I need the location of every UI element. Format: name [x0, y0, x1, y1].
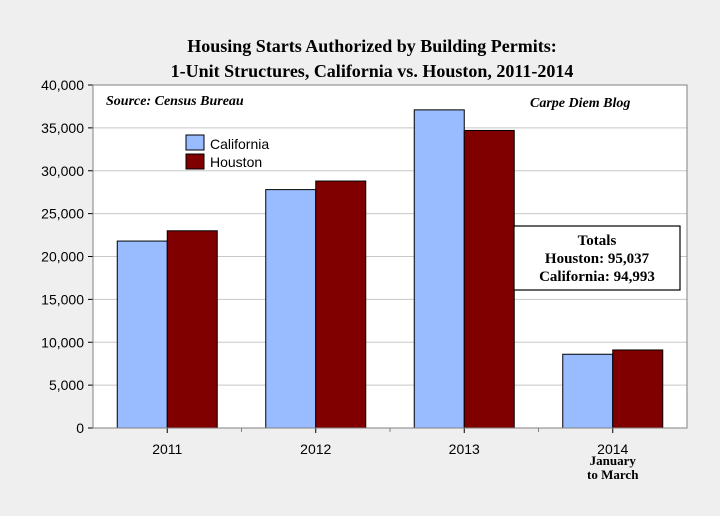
y-tick-label: 20,000	[41, 249, 84, 265]
y-tick-label: 40,000	[41, 77, 84, 93]
chart-title-line-2: 1-Unit Structures, California vs. Housto…	[171, 61, 574, 81]
source-note: Source: Census Bureau	[106, 94, 244, 109]
y-tick-label: 30,000	[41, 163, 84, 179]
totals-heading: Totals	[578, 233, 617, 249]
legend-label-california: California	[210, 136, 269, 152]
blog-note: Carpe Diem Blog	[530, 96, 630, 111]
bar-california-2011	[116, 240, 168, 429]
bar-houston-2014	[612, 349, 664, 429]
y-tick-label: 5,000	[49, 377, 84, 393]
bar-houston-2012	[315, 180, 367, 429]
totals-california: California: 94,993	[539, 269, 655, 285]
bar-california-2012	[265, 189, 317, 429]
totals-box: Totals Houston: 95,037 California: 94,99…	[513, 225, 681, 291]
chart-title-line-1: Housing Starts Authorized by Building Pe…	[187, 36, 557, 56]
totals-houston: Houston: 95,037	[545, 251, 650, 267]
legend-swatch-california	[185, 134, 205, 151]
bar-california-2013	[413, 109, 465, 429]
bar-houston-2013	[463, 129, 515, 429]
y-tick-label: 10,000	[41, 334, 84, 350]
x-sublabel-line: January	[590, 453, 637, 468]
totals-box-frame	[513, 225, 681, 291]
legend: California Houston	[185, 134, 269, 170]
bar-houston-2011	[166, 230, 218, 429]
y-axis-ticks: 0 5,000 10,000 15,000 20,000 25,000 30,000 35,0…	[41, 77, 93, 436]
x-sublabel-line: to March	[587, 467, 639, 482]
y-tick-label: 25,000	[41, 206, 84, 222]
x-tick-label-2013: 2013	[449, 441, 480, 457]
x-tick-label-2011: 2011	[152, 441, 182, 457]
bar-california-2014	[562, 353, 614, 429]
legend-label-houston: Houston	[210, 154, 262, 170]
y-tick-label: 0	[76, 420, 84, 436]
x-tick-label-2014: 2014	[597, 441, 628, 457]
y-tick-label: 35,000	[41, 120, 84, 136]
plot-frame	[92, 84, 688, 429]
x-tick-label-2012: 2012	[300, 441, 331, 457]
legend-swatch-houston	[185, 153, 205, 170]
y-tick-label: 15,000	[41, 291, 84, 307]
